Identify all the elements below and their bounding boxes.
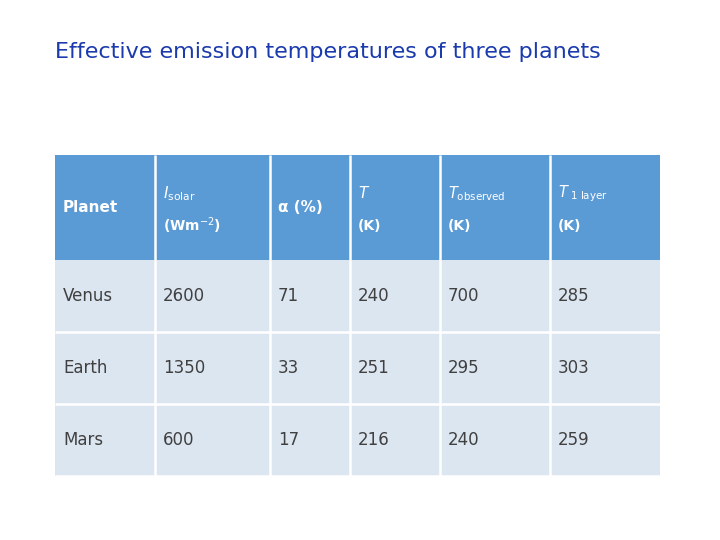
Text: (K): (K) [558, 219, 582, 233]
Text: 259: 259 [558, 431, 590, 449]
Text: 251: 251 [358, 359, 390, 377]
Text: 1350: 1350 [163, 359, 205, 377]
Text: Earth: Earth [63, 359, 107, 377]
Text: α (%): α (%) [278, 200, 323, 215]
Text: 240: 240 [358, 287, 390, 305]
FancyBboxPatch shape [55, 155, 660, 260]
Text: (Wm$^{-2}$): (Wm$^{-2}$) [163, 215, 221, 236]
Text: 33: 33 [278, 359, 300, 377]
Text: 303: 303 [558, 359, 590, 377]
FancyBboxPatch shape [55, 332, 660, 404]
Text: Venus: Venus [63, 287, 113, 305]
Text: 285: 285 [558, 287, 590, 305]
Text: $\mathit{T}$: $\mathit{T}$ [358, 186, 370, 201]
Text: $\mathit{I}_{\rm solar}$: $\mathit{I}_{\rm solar}$ [163, 184, 196, 203]
FancyBboxPatch shape [55, 260, 660, 332]
Text: 216: 216 [358, 431, 390, 449]
Text: 700: 700 [448, 287, 480, 305]
Text: (K): (K) [358, 219, 382, 233]
Text: 240: 240 [448, 431, 480, 449]
Text: Mars: Mars [63, 431, 103, 449]
Text: 295: 295 [448, 359, 480, 377]
Text: 71: 71 [278, 287, 299, 305]
Text: $\mathit{T}_{\rm observed}$: $\mathit{T}_{\rm observed}$ [448, 184, 505, 203]
Text: (K): (K) [448, 219, 472, 233]
Text: $\mathit{T}_{\rm\ 1\ layer}$: $\mathit{T}_{\rm\ 1\ layer}$ [558, 183, 608, 204]
Text: 2600: 2600 [163, 287, 205, 305]
Text: 600: 600 [163, 431, 194, 449]
Text: Planet: Planet [63, 200, 118, 215]
Text: Effective emission temperatures of three planets: Effective emission temperatures of three… [55, 42, 600, 62]
Text: 17: 17 [278, 431, 299, 449]
FancyBboxPatch shape [55, 404, 660, 476]
